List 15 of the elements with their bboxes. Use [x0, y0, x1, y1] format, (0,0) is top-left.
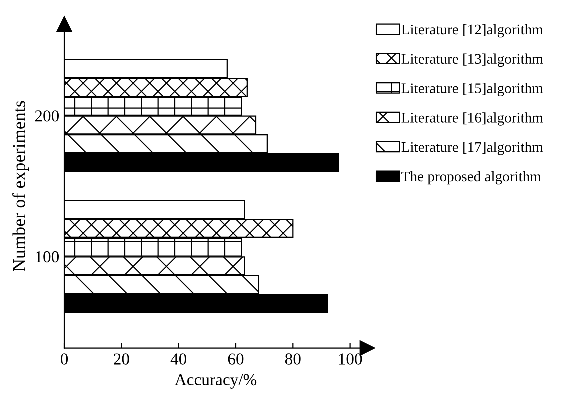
- x-axis-title: Accuracy/%: [174, 374, 257, 389]
- legend-label: Literature [16]algorithm: [402, 112, 544, 126]
- x-tick-label: 0: [60, 354, 68, 365]
- legend-label: Literature [13]algorithm: [402, 54, 544, 68]
- x-tick-label: 80: [285, 354, 301, 365]
- x-tick-label: 60: [228, 354, 244, 365]
- legend-label: Literature [12]algorithm: [402, 24, 544, 38]
- x-tick-label: 20: [114, 354, 130, 365]
- legend-label: The proposed algorithm: [402, 171, 542, 185]
- x-tick-label: 100: [339, 354, 362, 365]
- legend-label: Literature [17]algorithm: [402, 142, 544, 156]
- y-tick-label: 200: [35, 110, 60, 122]
- y-axis-title: Number of experiments: [12, 101, 30, 272]
- legend-label: Literature [15]algorithm: [402, 83, 544, 96]
- x-tick-label: 40: [170, 354, 187, 365]
